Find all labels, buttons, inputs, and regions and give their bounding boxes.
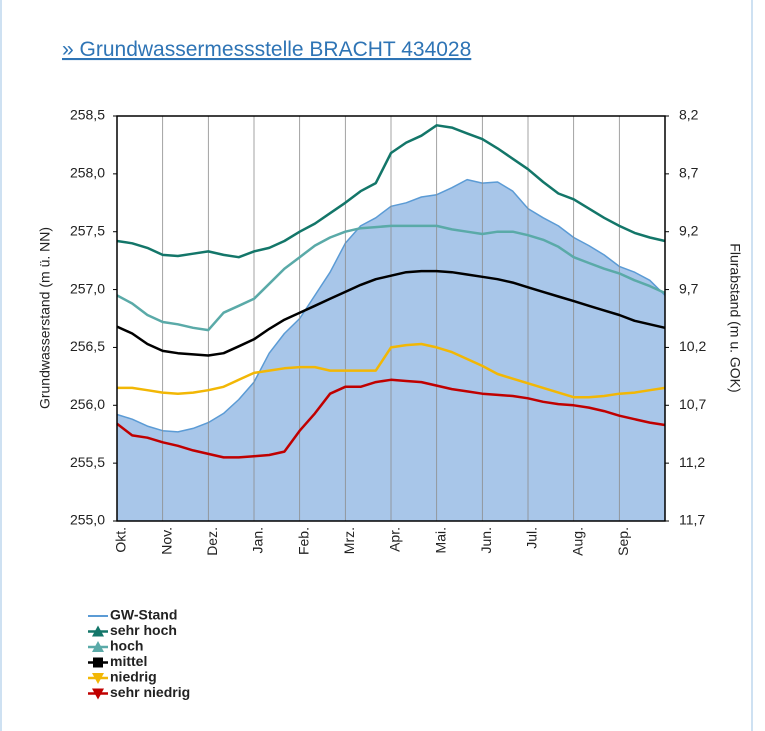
x-tick-label: Jun. [478,527,494,553]
legend-marker [92,641,104,652]
legend-marker [93,657,103,668]
y-tick-label: 256,5 [70,338,105,354]
y2-tick-label: 11,7 [679,512,705,528]
legend-marker [92,688,104,700]
y-tick-label: 255,5 [70,454,105,470]
y2-tick-label: 9,2 [679,222,699,238]
x-tick-label: Mai. [432,527,448,553]
x-tick-label: Dez. [204,527,220,556]
legend-label: GW-Stand [110,607,177,623]
y2-tick-label: 8,7 [679,165,699,181]
y-tick-label: 255,0 [70,512,105,528]
y-tick-label: 257,0 [70,280,105,296]
y-tick-label: 258,5 [70,107,105,123]
line [117,342,666,399]
y2-tick-label: 10,7 [679,396,706,412]
x-tick-label: Feb. [295,527,311,555]
y2-tick-label: 11,2 [679,454,705,470]
legend-label: sehr hoch [110,622,177,638]
x-tick-label: Jul. [524,527,540,549]
legend-label: sehr niedrig [110,684,190,700]
plot-border [116,115,666,522]
x-tick-label: Apr. [387,527,403,552]
y-tick-label: 258,0 [70,165,105,181]
y2-axis-label: Flurabstand (m u. GOK) [727,243,743,392]
y-tick-label: 256,0 [70,396,105,412]
line [116,124,666,259]
y-axis-label: Grundwasserstand (m ü. NN) [37,227,53,409]
x-tick-label: Okt. [113,527,129,553]
line [116,378,666,459]
y2-tick-label: 8,2 [679,107,699,123]
line [116,224,666,332]
chart-title[interactable]: » Grundwassermessstelle BRACHT 434028 [62,38,471,61]
legend-label: hoch [110,638,143,654]
y2-tick-label: 10,2 [679,338,706,354]
x-tick-label: Nov. [158,527,174,555]
x-tick-label: Jan. [250,527,266,553]
x-tick-label: Mrz. [341,527,357,554]
x-tick-label: Sep. [615,527,631,556]
legend-label: niedrig [110,669,157,685]
legend-marker [92,625,104,637]
line [116,269,666,357]
y-tick-label: 257,5 [70,222,105,238]
legend-label: mittel [110,653,147,669]
x-tick-label: Aug. [569,527,585,556]
legend-marker [92,673,104,684]
y2-tick-label: 9,7 [679,280,699,296]
